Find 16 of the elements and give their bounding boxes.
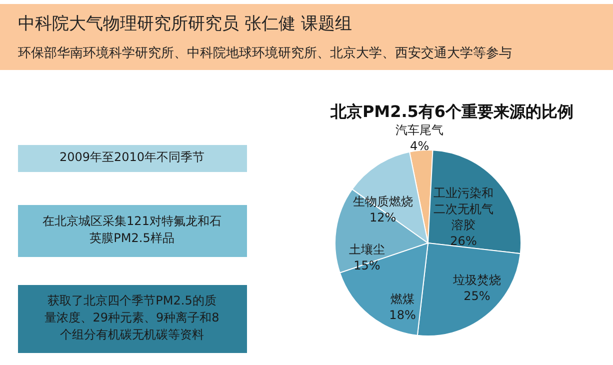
data-label: 18%	[389, 308, 416, 322]
slice-label: 汽车尾气	[396, 122, 444, 137]
text: 在北京城区采集121对特氟龙和石英膜PM2.5样品	[42, 214, 222, 245]
text: 环保部华南环境科学研究所、中科院地球环境研究所、北京大学、西安交通大学等参与	[18, 45, 512, 61]
data-label: 25%	[464, 289, 490, 304]
text: 中科院大气物理研究所研究员 张仁健 课题组	[18, 14, 352, 34]
slice-label: 土壤尘	[348, 242, 385, 256]
slice-label: 垃圾焚烧	[452, 273, 501, 288]
slice-label: 工业污染和二次无机气溶胶	[434, 186, 494, 232]
chart-title: 北京PM2.5有6个重要来源的比例	[329, 102, 574, 121]
text: 获取了北京四个季节PM2.5的质量浓度、29种元素、9种离子和8个组分有机碳无机碳等资料	[44, 294, 220, 342]
data-label: 26%	[450, 234, 477, 248]
data-label: 4%	[410, 138, 430, 153]
text: 2009年至2010年不同季节	[59, 150, 205, 164]
slice-label: 生物质燃烧	[352, 194, 413, 208]
slice-label: 燃煤	[390, 292, 415, 306]
